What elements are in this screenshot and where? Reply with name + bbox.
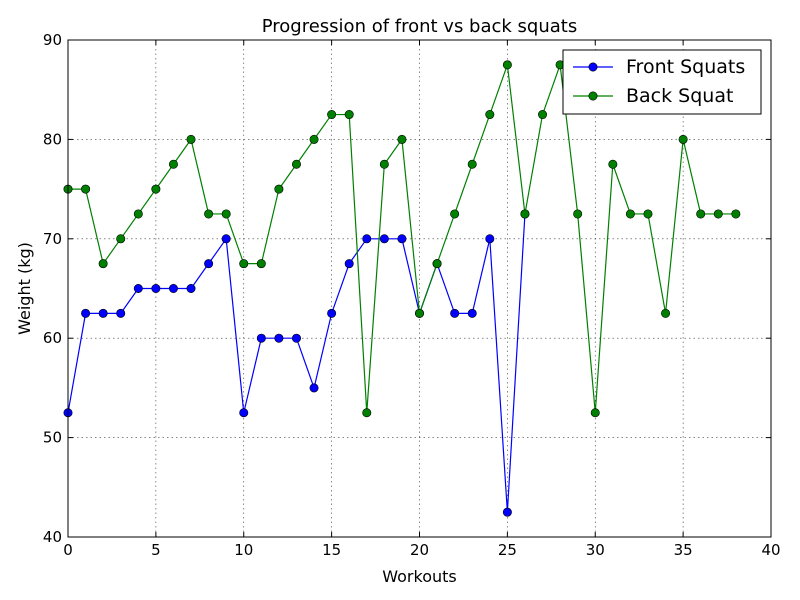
x-tick-label: 30: [586, 541, 605, 559]
legend-label-front-squats: Front Squats: [626, 56, 745, 78]
data-point-front-squats: [151, 283, 161, 293]
data-point-back-squat: [538, 110, 548, 120]
data-point-front-squats: [291, 333, 301, 343]
legend-marker-front-squats: [588, 62, 598, 72]
data-point-back-squat: [291, 159, 301, 169]
data-point-back-squat: [362, 408, 372, 418]
x-tick-label: 10: [234, 541, 253, 559]
data-point-front-squats: [186, 283, 196, 293]
data-point-front-squats: [116, 308, 126, 318]
data-point-back-squat: [731, 209, 741, 219]
data-point-back-squat: [450, 209, 460, 219]
data-point-back-squat: [661, 308, 671, 318]
data-point-front-squats: [133, 283, 143, 293]
data-point-back-squat: [168, 159, 178, 169]
x-tick-label: 40: [761, 541, 780, 559]
data-point-back-squat: [696, 209, 706, 219]
data-point-front-squats: [221, 234, 231, 244]
data-point-back-squat: [643, 209, 653, 219]
data-point-front-squats: [256, 333, 266, 343]
data-point-back-squat: [590, 408, 600, 418]
data-point-front-squats: [98, 308, 108, 318]
legend-box: [562, 49, 762, 115]
y-axis-label: Weight (kg): [15, 242, 34, 335]
data-point-front-squats: [362, 234, 372, 244]
y-tick-label: 50: [43, 429, 62, 447]
data-point-back-squat: [221, 209, 231, 219]
data-point-back-squat: [608, 159, 618, 169]
data-point-back-squat: [678, 134, 688, 144]
data-point-front-squats: [309, 383, 319, 393]
chart-title: Progression of front vs back squats: [262, 16, 578, 37]
data-point-back-squat: [98, 259, 108, 269]
data-point-back-squat: [344, 110, 354, 120]
x-tick-label: 25: [498, 541, 517, 559]
data-point-front-squats: [168, 283, 178, 293]
data-point-back-squat: [502, 60, 512, 70]
y-tick-label: 80: [43, 130, 62, 148]
data-point-back-squat: [414, 308, 424, 318]
data-point-back-squat: [625, 209, 635, 219]
data-point-back-squat: [81, 184, 91, 194]
data-point-back-squat: [186, 134, 196, 144]
data-point-back-squat: [520, 209, 530, 219]
x-tick-label: 35: [674, 541, 693, 559]
data-point-front-squats: [81, 308, 91, 318]
y-tick-label: 90: [43, 31, 62, 49]
data-point-front-squats: [467, 308, 477, 318]
data-point-front-squats: [485, 234, 495, 244]
data-point-back-squat: [327, 110, 337, 120]
data-point-back-squat: [204, 209, 214, 219]
x-tick-label: 0: [63, 541, 73, 559]
data-point-back-squat: [274, 184, 284, 194]
legend: Front Squats Back Squat: [562, 49, 762, 115]
y-tick-label: 70: [43, 230, 62, 248]
data-point-back-squat: [467, 159, 477, 169]
data-point-back-squat: [397, 134, 407, 144]
data-point-front-squats: [327, 308, 337, 318]
data-point-back-squat: [256, 259, 266, 269]
data-point-back-squat: [151, 184, 161, 194]
data-point-back-squat: [485, 110, 495, 120]
data-point-back-squat: [309, 134, 319, 144]
x-axis-label: Workouts: [382, 567, 456, 586]
data-point-front-squats: [379, 234, 389, 244]
data-point-back-squat: [239, 259, 249, 269]
y-tick-label: 60: [43, 329, 62, 347]
y-tick-label: 40: [43, 528, 62, 546]
data-point-front-squats: [502, 507, 512, 517]
x-tick-label: 20: [410, 541, 429, 559]
x-tick-label: 15: [322, 541, 341, 559]
legend-label-back-squat: Back Squat: [626, 85, 733, 107]
data-point-back-squat: [432, 259, 442, 269]
data-point-front-squats: [204, 259, 214, 269]
data-point-back-squat: [133, 209, 143, 219]
data-point-front-squats: [239, 408, 249, 418]
data-point-back-squat: [713, 209, 723, 219]
data-point-front-squats: [450, 308, 460, 318]
x-tick-label: 5: [151, 541, 161, 559]
data-point-back-squat: [573, 209, 583, 219]
tick-layer: 0 5 10 15 20 25 30 35 40 40 50 60 70 80 90: [43, 31, 781, 559]
legend-marker-back-squat: [588, 91, 598, 101]
data-point-back-squat: [379, 159, 389, 169]
data-point-front-squats: [274, 333, 284, 343]
data-point-front-squats: [344, 259, 354, 269]
data-point-front-squats: [397, 234, 407, 244]
series-back-squat: [63, 60, 741, 418]
series-layer: [63, 60, 741, 517]
data-point-back-squat: [116, 234, 126, 244]
